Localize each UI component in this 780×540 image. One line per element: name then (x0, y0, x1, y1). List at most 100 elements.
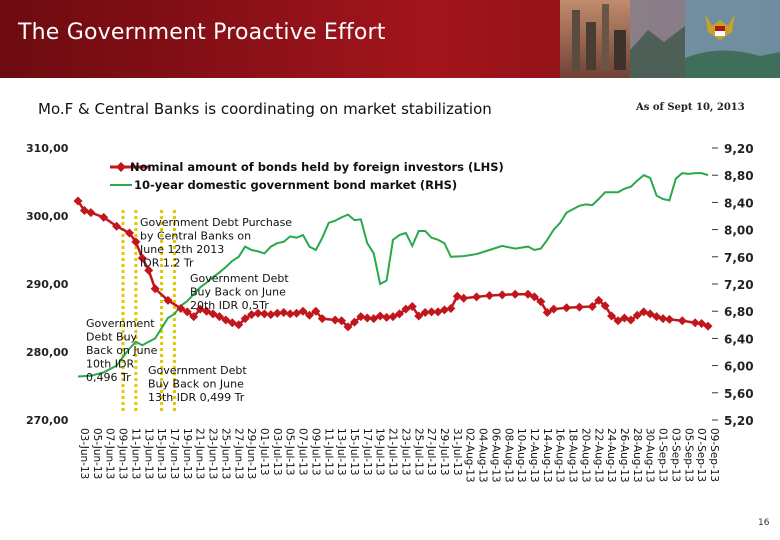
data-point-marker (73, 196, 83, 206)
data-point-marker (253, 308, 263, 318)
data-point-marker (459, 293, 469, 303)
data-point-marker (202, 306, 212, 316)
x-tick-label: 02-Aug-13 (464, 428, 476, 483)
data-point-marker (626, 315, 636, 325)
data-point-marker (574, 302, 584, 312)
x-tick-label: 15-Jun-13 (155, 428, 167, 479)
x-tick-label: 21-Jun-13 (194, 428, 206, 479)
x-tick-label: 13-Jul-13 (335, 428, 347, 476)
data-point-marker (536, 297, 546, 307)
x-axis: 03-Jun-13 05-Jun-13 07-Jun-13 09-Jun-13 11-J… (78, 428, 720, 483)
data-point-marker (523, 289, 533, 299)
data-point-marker (388, 312, 398, 322)
y-left-tick-label: 280,00 (26, 346, 69, 359)
data-point-marker (137, 253, 147, 263)
annotation-text: June 12th 2013 (139, 243, 224, 256)
x-tick-label: 06-Aug-13 (489, 428, 501, 483)
annotation-text: Government Debt (190, 272, 289, 285)
data-point-marker (150, 284, 160, 294)
x-tick-label: 09-Jun-13 (117, 428, 129, 479)
x-tick-label: 11-Jun-13 (129, 428, 141, 479)
annotation-text: by Central Banks on (140, 230, 251, 243)
x-tick-label: 09-Jul-13 (309, 428, 321, 476)
x-tick-label: 29-Jun-13 (245, 428, 257, 479)
data-point-marker (362, 313, 372, 323)
x-tick-label: 25-Jun-13 (219, 428, 231, 479)
data-point-marker (439, 305, 449, 315)
data-point-marker (272, 308, 282, 318)
x-tick-label: 07-Sep-13 (695, 428, 707, 482)
annotation-text: 13th IDR 0,499 Tr (148, 391, 245, 404)
annotation-text: 20th IDR 0,5Tr (190, 299, 269, 312)
data-point-marker (208, 309, 218, 319)
y-right-tick-label: 9,20 (724, 142, 754, 156)
data-point-marker (311, 306, 321, 316)
x-tick-label: 07-Jun-13 (104, 428, 116, 479)
data-point-marker (343, 322, 353, 332)
x-tick-label: 21-Jul-13 (387, 428, 399, 476)
y-right-tick-label: 8,40 (724, 196, 754, 210)
event-markers (121, 210, 176, 412)
x-tick-label: 12-Aug-13 (528, 428, 540, 483)
y-right-tick-label: 6,40 (724, 332, 754, 346)
data-point-marker (279, 308, 289, 318)
data-point-marker (664, 314, 674, 324)
page-number: 16 (758, 518, 770, 528)
x-tick-label: 11-Jul-13 (322, 428, 334, 476)
x-tick-label: 24-Aug-13 (605, 428, 617, 483)
y-right-tick-label: 7,20 (724, 278, 754, 292)
annotation-text: 10th IDR (86, 358, 134, 371)
x-tick-label: 05-Jun-13 (91, 428, 103, 479)
legend: Nominal amount of bonds held by foreign … (110, 160, 504, 192)
x-tick-label: 13-Jun-13 (142, 428, 154, 479)
garuda-emblem-icon (705, 14, 735, 40)
y-axis-left: 310,00 300,00 290,00 280,00 270,00 (26, 142, 69, 427)
data-point-marker (587, 301, 597, 311)
data-point-marker (677, 316, 687, 326)
legend-label-bond-yield: 10-year domestic government bond market … (134, 178, 457, 192)
data-point-marker (298, 306, 308, 316)
y-right-tick-label: 8,00 (724, 224, 754, 238)
data-point-marker (240, 314, 250, 324)
data-point-marker (337, 316, 347, 326)
x-tick-label: 09-Sep-13 (708, 428, 720, 482)
y-right-tick-label: 6,80 (724, 305, 754, 319)
x-tick-label: 03-Jul-13 (271, 428, 283, 476)
data-point-marker (234, 320, 244, 330)
x-tick-label: 17-Jun-13 (168, 428, 180, 479)
data-point-marker (189, 312, 199, 322)
annotation-text: Government Debt Purchase (140, 216, 292, 229)
data-point-marker (356, 312, 366, 322)
data-point-marker (247, 310, 257, 320)
data-point-marker (529, 292, 539, 302)
data-point-marker (446, 303, 456, 313)
data-point-marker (497, 290, 507, 300)
x-tick-label: 16-Aug-13 (554, 428, 566, 483)
y-right-tick-label: 5,60 (724, 387, 754, 401)
data-point-marker (600, 301, 610, 311)
title-banner: The Government Proactive Effort (0, 0, 780, 78)
y-left-tick-label: 300,00 (26, 210, 69, 223)
x-tick-label: 01-Sep-13 (657, 428, 669, 482)
x-tick-label: 15-Jul-13 (348, 428, 360, 476)
data-point-marker (549, 304, 559, 314)
x-tick-label: 08-Aug-13 (502, 428, 514, 483)
data-point-marker (349, 317, 359, 327)
x-tick-label: 05-Sep-13 (682, 428, 694, 482)
slide-subtitle: Mo.F & Central Banks is coordinating on … (38, 100, 492, 118)
data-point-marker (330, 315, 340, 325)
x-tick-label: 29-Jul-13 (438, 428, 450, 476)
slide-title: The Government Proactive Effort (18, 20, 386, 45)
data-point-marker (645, 309, 655, 319)
data-point-marker (124, 228, 134, 238)
annotation-text: IDR 1.2 Tr (140, 257, 194, 270)
x-tick-label: 19-Jul-13 (374, 428, 386, 476)
annotation-text: Debt Buy (86, 331, 138, 344)
data-point-marker (420, 308, 430, 318)
data-point-marker (658, 314, 668, 324)
x-tick-label: 25-Jul-13 (412, 428, 424, 476)
x-tick-label: 14-Aug-13 (541, 428, 553, 483)
data-point-marker (214, 312, 224, 322)
data-point-marker (369, 314, 379, 324)
